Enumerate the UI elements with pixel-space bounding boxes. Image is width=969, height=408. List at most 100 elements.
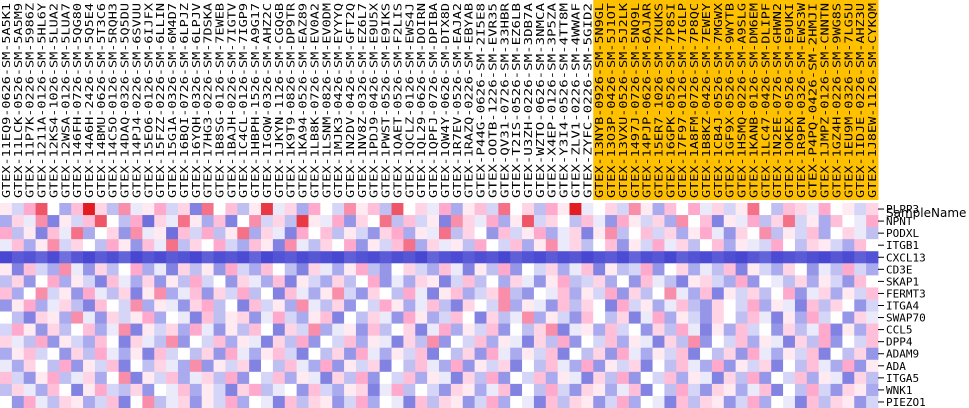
heatmap-cell xyxy=(700,395,713,408)
heatmap-cell xyxy=(320,239,333,252)
heatmap-cell xyxy=(23,203,36,216)
heatmap-cell xyxy=(201,299,214,312)
heatmap-cell xyxy=(593,311,606,324)
gene-label: CD3E xyxy=(886,263,913,276)
heatmap-cell xyxy=(189,227,203,240)
heatmap-cell xyxy=(272,347,286,361)
heatmap-cell xyxy=(450,287,464,300)
heatmap-cell xyxy=(118,203,131,216)
heatmap-cell xyxy=(415,263,428,276)
heatmap-cell xyxy=(367,275,381,288)
sample-label: GTEX-1HSMQ-0226-SM-A9SLG xyxy=(736,3,749,198)
heatmap-cell xyxy=(652,263,665,276)
heatmap-cell xyxy=(332,227,345,240)
heatmap-cell xyxy=(545,215,559,228)
heatmap-cell xyxy=(628,323,642,337)
heatmap-cell xyxy=(249,239,262,252)
heatmap-cell xyxy=(344,323,357,337)
heatmap-cell xyxy=(700,371,713,385)
heatmap-cell xyxy=(272,359,286,373)
heatmap-cell xyxy=(605,275,618,288)
heatmap-cell xyxy=(166,227,179,240)
heatmap-cell xyxy=(296,251,309,264)
heatmap-cell xyxy=(332,299,345,312)
heatmap-cell xyxy=(711,203,725,216)
heatmap-cell xyxy=(842,263,855,276)
heatmap-cell xyxy=(59,323,72,337)
heatmap-cell xyxy=(545,359,559,373)
highlight-band xyxy=(593,0,606,200)
heatmap-cell xyxy=(237,251,250,264)
heatmap-cell xyxy=(11,215,25,228)
heatmap-cell xyxy=(118,395,131,408)
heatmap-cell xyxy=(628,203,642,216)
heatmap-cell xyxy=(866,275,879,288)
heatmap-cell xyxy=(0,347,13,361)
heatmap-cell xyxy=(664,287,677,300)
heatmap-cell xyxy=(510,395,523,408)
heatmap-cell xyxy=(427,347,440,361)
heatmap-cell xyxy=(201,239,214,252)
heatmap-cell xyxy=(628,251,642,264)
heatmap-cell xyxy=(320,371,333,385)
heatmap-cell xyxy=(866,371,879,385)
heatmap-cell xyxy=(367,287,381,300)
gene-label: SWAP70 xyxy=(886,312,926,325)
heatmap-cell xyxy=(23,347,36,361)
heatmap-cell xyxy=(462,287,475,300)
heatmap-cell xyxy=(557,251,570,264)
heatmap-cell xyxy=(854,215,867,228)
heatmap-cell xyxy=(391,323,404,337)
heatmap-cell xyxy=(189,347,203,361)
heatmap-cell xyxy=(403,287,416,300)
heatmap-cell xyxy=(154,203,167,216)
heatmap-cell xyxy=(308,359,321,373)
highlight-band xyxy=(783,0,796,200)
heatmap-cell xyxy=(735,227,748,240)
heatmap-cell xyxy=(628,275,642,288)
heatmap-cell xyxy=(11,251,25,264)
heatmap-cell xyxy=(237,239,250,252)
heatmap-cell xyxy=(794,371,808,385)
heatmap-cell xyxy=(830,239,843,252)
sample-label: GTEX-1CB4J-0526-SM-7MGWX xyxy=(712,3,725,198)
heatmap-cell xyxy=(94,335,108,349)
heatmap-cell xyxy=(545,299,559,312)
heatmap-cell xyxy=(154,323,167,337)
heatmap-cell xyxy=(462,263,475,276)
heatmap-cell xyxy=(130,275,143,288)
heatmap-cell xyxy=(225,287,238,300)
heatmap-cell xyxy=(866,395,879,408)
heatmap-cell xyxy=(189,371,203,385)
heatmap-cell xyxy=(355,215,369,228)
heatmap-cell xyxy=(189,275,203,288)
heatmap-cell xyxy=(818,275,831,288)
heatmap-cell xyxy=(59,299,72,312)
heatmap-cell xyxy=(676,395,689,408)
heatmap-cell xyxy=(344,335,357,349)
heatmap-cell xyxy=(854,395,867,408)
heatmap-cell xyxy=(296,383,309,397)
heatmap-cell xyxy=(498,215,511,228)
heatmap-cell xyxy=(83,323,96,337)
heatmap-cell xyxy=(59,251,72,264)
heatmap-cell xyxy=(177,239,191,252)
heatmap-cell xyxy=(0,299,13,312)
heatmap-cell xyxy=(367,311,381,324)
heatmap-cell xyxy=(225,383,238,397)
heatmap-cell xyxy=(35,299,48,312)
heatmap-cell xyxy=(177,203,191,216)
heatmap-cell xyxy=(688,383,701,397)
heatmap-cell xyxy=(486,347,499,361)
heatmap-cell xyxy=(533,203,547,216)
heatmap-cell xyxy=(284,287,298,300)
heatmap-cell xyxy=(118,347,131,361)
heatmap-cell xyxy=(711,359,725,373)
heatmap-cell xyxy=(403,371,416,385)
heatmap-cell xyxy=(557,215,570,228)
heatmap-cell xyxy=(474,275,487,288)
heatmap-cell xyxy=(510,311,523,324)
heatmap-cell xyxy=(308,227,321,240)
heatmap-cell xyxy=(640,395,653,408)
heatmap-cell xyxy=(581,215,594,228)
